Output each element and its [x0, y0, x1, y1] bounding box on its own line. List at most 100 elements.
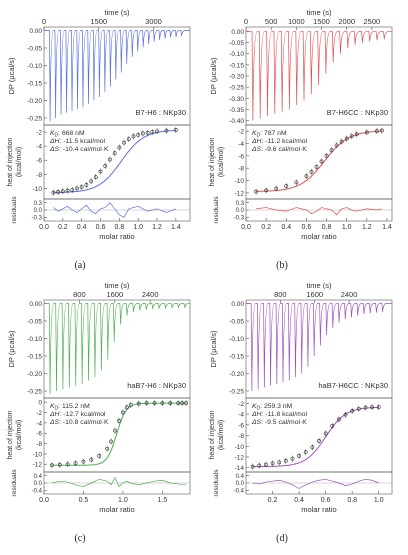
- kd-annotation: KD: 259.3 nM: [252, 403, 293, 412]
- data-point: [145, 130, 150, 135]
- residuals-axis-title: residuals: [11, 196, 18, 224]
- data-point: [124, 405, 129, 410]
- chart-panel-d: 800 1600 2400 time (s) 0.00 -0.05 -0.10 -0.15 -0…: [209, 281, 393, 514]
- molar-ratio-tick-label: 0.4: [77, 224, 87, 231]
- data-point: [73, 461, 78, 466]
- sample-label: haB7-H6 : NKp30: [127, 381, 186, 390]
- residual-tick-label: 0.3: [236, 201, 245, 207]
- heat-tick-label: -10: [33, 451, 43, 458]
- data-point: [117, 145, 122, 150]
- data-point: [184, 401, 188, 406]
- data-point: [128, 402, 133, 407]
- molar-ratio-tick-label: 0.6: [96, 224, 106, 231]
- heat-tick-label: -2: [36, 130, 42, 137]
- dp-tick-label: -0.25: [27, 389, 42, 396]
- heat-axis-title: heat of injection: [7, 410, 14, 459]
- dp-tick-label: 0.00: [29, 301, 42, 308]
- panel-label-b: (b): [276, 260, 288, 271]
- heat-axis-unit: (kcal/mol): [218, 147, 225, 177]
- panel-label-a: (a): [74, 260, 86, 271]
- data-point: [75, 186, 79, 191]
- residual-tick-label: 0.0: [236, 208, 245, 214]
- data-point: [79, 185, 84, 189]
- molar-ratio-tick-label: 0.8: [114, 224, 124, 231]
- residual-tick-label: -0.4: [234, 489, 245, 495]
- heat-axis-unit: (kcal/mol): [16, 147, 23, 177]
- data-point: [283, 458, 288, 463]
- dp-tick-label: -0.05: [229, 319, 244, 326]
- molar-ratio-tick-label: 0.6: [302, 224, 312, 231]
- time-axis-title: time (s): [307, 8, 333, 17]
- time-tick-label: 1500: [313, 17, 330, 26]
- dp-tick-label: -0.20: [27, 98, 42, 105]
- dp-tick-label: -0.20: [229, 74, 244, 81]
- data-point: [344, 136, 349, 141]
- molar-ratio-tick-label: 0.2: [58, 224, 68, 231]
- molar-ratio-tick-label: 0.4: [294, 497, 304, 504]
- time-tick-label: 1500: [90, 17, 107, 26]
- chart-panel-b: 0 500 1000 1500 2000 2500 time (s) 0.00 -0.05 -0.…: [209, 8, 393, 241]
- data-point: [117, 418, 121, 423]
- residual-tick-label: 0.0: [34, 481, 43, 487]
- heat-axis-title: heat of injection: [7, 137, 14, 186]
- dp-tick-label: -0.20: [229, 371, 244, 378]
- data-point: [356, 406, 361, 411]
- data-point: [254, 189, 258, 194]
- molar-ratio-tick-label: 1.2: [152, 224, 162, 231]
- thermogram-trace: [245, 31, 393, 121]
- heat-axis-title: heat of injection: [209, 410, 216, 459]
- data-point: [339, 139, 344, 144]
- data-point: [150, 130, 155, 134]
- sample-label: haB7-H6CC : NKp30: [318, 381, 388, 390]
- heat-tick-label: 0: [38, 400, 42, 407]
- molar-ratio-tick-label: 0.8: [322, 224, 332, 231]
- heat-axis-unit: (kcal/mol): [16, 420, 23, 450]
- dp-tick-label: -0.15: [27, 81, 42, 88]
- molar-ratio-tick-label: 0.2: [261, 224, 271, 231]
- molar-ratio-axis-title: molar ratio: [301, 232, 336, 241]
- data-point: [60, 189, 65, 194]
- dp-tick-label: -0.20: [27, 371, 42, 378]
- molar-ratio-tick-label: 0.0: [241, 224, 251, 231]
- heat-tick-label: -12: [235, 190, 245, 197]
- data-point: [176, 401, 181, 406]
- data-point: [309, 169, 314, 174]
- fit-curve: [252, 406, 379, 468]
- dp-tick-label: -0.15: [229, 354, 244, 361]
- residual-tick-label: -0.4: [32, 489, 43, 495]
- data-point: [310, 445, 315, 450]
- data-point: [343, 412, 348, 417]
- heat-tick-label: -4: [36, 420, 42, 427]
- data-point: [89, 457, 94, 462]
- data-point: [317, 438, 321, 443]
- data-point: [329, 148, 334, 153]
- kd-annotation: KD: 115.2 nM: [50, 403, 90, 412]
- heat-tick-label: -6: [238, 422, 244, 429]
- time-tick-label: 0: [244, 17, 248, 26]
- residual-tick-label: 0.4: [34, 474, 43, 480]
- molar-ratio-tick-label: 1.2: [362, 224, 372, 231]
- data-point: [277, 460, 282, 465]
- chart-panel-a: 0 1500 3000 time (s) 0.00 -0.05 -0.10 -0.15 -0.2…: [7, 8, 191, 241]
- heat-tick-label: -4: [238, 141, 244, 148]
- heat-tick-label: -10: [235, 444, 245, 451]
- dh-annotation: ΔH: -11.2 kcal/mol: [251, 138, 308, 145]
- dp-tick-label: 0.00: [29, 28, 42, 35]
- heat-tick-label: -4: [238, 412, 244, 419]
- data-point: [294, 180, 299, 185]
- data-point: [105, 446, 110, 451]
- heat-tick-label: -4: [36, 144, 42, 151]
- molar-ratio-axis-title: molar ratio: [99, 232, 134, 241]
- sample-label: B7-H6CC : NKp30: [327, 108, 388, 117]
- dp-tick-label: 0.00: [231, 301, 244, 308]
- data-point: [57, 462, 62, 467]
- molar-ratio-tick-label: 1.0: [118, 497, 128, 504]
- data-point: [370, 405, 374, 410]
- residuals-trace: [256, 207, 383, 216]
- dp-tick-label: -0.10: [229, 336, 244, 343]
- data-point: [49, 463, 54, 468]
- heat-tick-label: -6: [238, 153, 244, 160]
- data-point: [290, 456, 295, 461]
- heat-tick-label: -10: [235, 178, 245, 185]
